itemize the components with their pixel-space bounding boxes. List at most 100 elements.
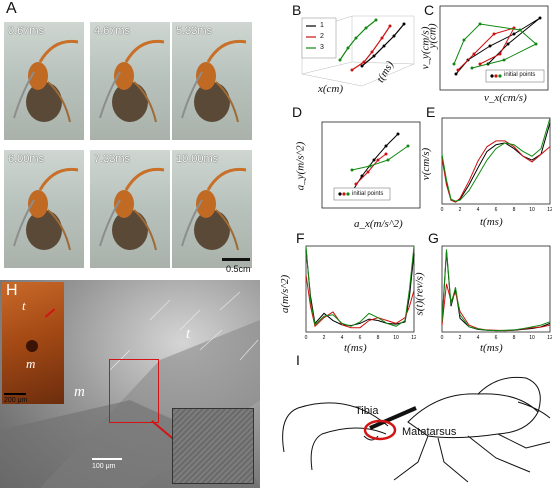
trajectory-3-point: [364, 26, 368, 30]
vel-1-point: [454, 72, 458, 76]
trajectory-3-point: [354, 36, 358, 40]
panel-d-plot: [321, 121, 421, 209]
scale-label-100: 100 μm: [92, 463, 116, 470]
trajectory-1-point: [360, 64, 364, 68]
panel-b-plot: [301, 15, 415, 87]
panel-f-xlabel: t(ms): [344, 342, 367, 354]
vel-3-point: [462, 38, 466, 42]
scale-bar-200: [4, 393, 26, 395]
label-m-inset: m: [26, 356, 36, 371]
trajectory-1-point: [402, 22, 406, 26]
frame-time-label: 7.33ms: [94, 153, 131, 165]
vel-3-point: [518, 28, 522, 32]
panel-e-xtick: 2: [459, 207, 462, 213]
acc-2-point: [384, 152, 388, 156]
panel-letter-g: G: [428, 230, 439, 246]
panel-e-xtick: 12: [547, 207, 552, 213]
vel-2: [457, 27, 516, 71]
trajectory-1-point: [372, 54, 376, 58]
vel-3-point: [470, 66, 474, 70]
vel-1-point: [488, 44, 492, 48]
frame-time-label: 0.67ms: [8, 25, 45, 37]
vel-2-point: [456, 68, 460, 72]
acc-1-point: [396, 132, 400, 136]
vel-1-point: [512, 32, 516, 36]
vel-2-point: [498, 52, 502, 56]
acc-3-point: [386, 158, 390, 162]
panel-g-ylabel: s(t)(rev/s): [413, 272, 426, 316]
frame-time-label: 6.00ms: [8, 153, 45, 165]
frame-time-label: 10.00ms: [176, 153, 219, 165]
vel-2-point: [492, 32, 496, 36]
vel-3-point: [502, 58, 506, 62]
panel-c-legend: initial points: [504, 72, 536, 78]
trajectory-2-point: [388, 24, 392, 28]
frame-time-label: 5.33ms: [176, 25, 213, 37]
legend-2: 2: [320, 33, 324, 40]
trajectory-2-point: [350, 68, 354, 72]
panel-e-xtick: 8: [513, 207, 516, 213]
trajectory-2-point: [362, 60, 366, 64]
trajectory-1-point: [382, 44, 386, 48]
panel-letter-d: D: [292, 104, 303, 120]
vel-1-point: [538, 16, 542, 20]
panel-f-series-red: [305, 274, 415, 329]
panel-letter-b: B: [292, 2, 302, 18]
vel-2-point: [478, 62, 482, 66]
panel-f-xtick: 0: [305, 335, 308, 341]
trajectory-2-point: [380, 36, 384, 40]
acc-2-point: [376, 158, 380, 162]
panel-f-xtick: 2: [323, 335, 326, 341]
panel-g-xtick: 10: [529, 335, 535, 341]
panel-g-xtick: 0: [441, 335, 444, 341]
panel-f-xtick: 4: [341, 335, 344, 341]
panel-letter-e: E: [426, 104, 436, 120]
panel-e-series-green: [441, 117, 551, 202]
label-t-sem: t: [186, 326, 191, 342]
acc-2: [355, 153, 387, 185]
panel-letter-i: I: [296, 352, 300, 368]
vel-3-point: [452, 62, 456, 66]
panel-c-plot: [439, 5, 549, 91]
video-frame: 0.67ms: [4, 22, 84, 140]
panel-g-axes: [441, 245, 551, 333]
scale-bar: [222, 258, 250, 261]
panel-letter-h: H: [6, 282, 18, 299]
scale-bar-label: 0.5cm: [226, 264, 251, 274]
acc-3: [351, 145, 409, 171]
panel-f-plot: 0 2 4 6 8 10 12: [305, 245, 416, 341]
trajectory-3-point: [374, 18, 378, 22]
panel-f-xtick: 6: [359, 335, 362, 341]
video-frame: 10.00ms: [172, 150, 252, 268]
panel-f-ylabel: a(m/s^2): [279, 274, 292, 314]
panel-d-xlabel: a_x(m/s^2): [354, 218, 403, 230]
acc-2-point: [354, 182, 358, 186]
panel-g-series-green: [441, 249, 551, 332]
label-m-sem: m: [74, 384, 85, 400]
panel-e-xtick: 4: [477, 207, 480, 213]
trajectory-3-point: [346, 46, 350, 50]
panel-h-inset-joint: [26, 340, 38, 352]
panel-e-xlabel: t(ms): [480, 216, 503, 228]
video-frame: 7.33ms: [90, 150, 170, 268]
panel-c-ylabel: v_y(cm/s): [419, 26, 432, 70]
panel-g-xtick: 6: [495, 335, 498, 341]
video-frame: 4.67ms: [90, 22, 170, 140]
panel-e-series-red: [441, 140, 551, 203]
vel-1-point: [506, 42, 510, 46]
panel-d-ylabel: a_y(m/s^2): [294, 141, 307, 191]
panel-e-axes: [441, 117, 551, 205]
acc-2-point: [366, 170, 370, 174]
scale-label-200: 200 μm: [4, 397, 28, 404]
panel-e-ylabel: v(cm/s): [420, 147, 433, 181]
zoom-inset: [172, 408, 254, 484]
panel-b-xlabel: x(cm): [318, 83, 344, 95]
vel-2-point: [472, 52, 476, 56]
video-frame: 5.33ms: [172, 22, 252, 140]
vel-3-point: [478, 22, 482, 26]
panel-f-series-green: [305, 245, 415, 327]
panel-g-xtick: 12: [547, 335, 552, 341]
acc-3-point: [368, 164, 372, 168]
panel-letter-f: F: [296, 230, 305, 246]
panel-f-xtick: 12: [411, 335, 416, 341]
